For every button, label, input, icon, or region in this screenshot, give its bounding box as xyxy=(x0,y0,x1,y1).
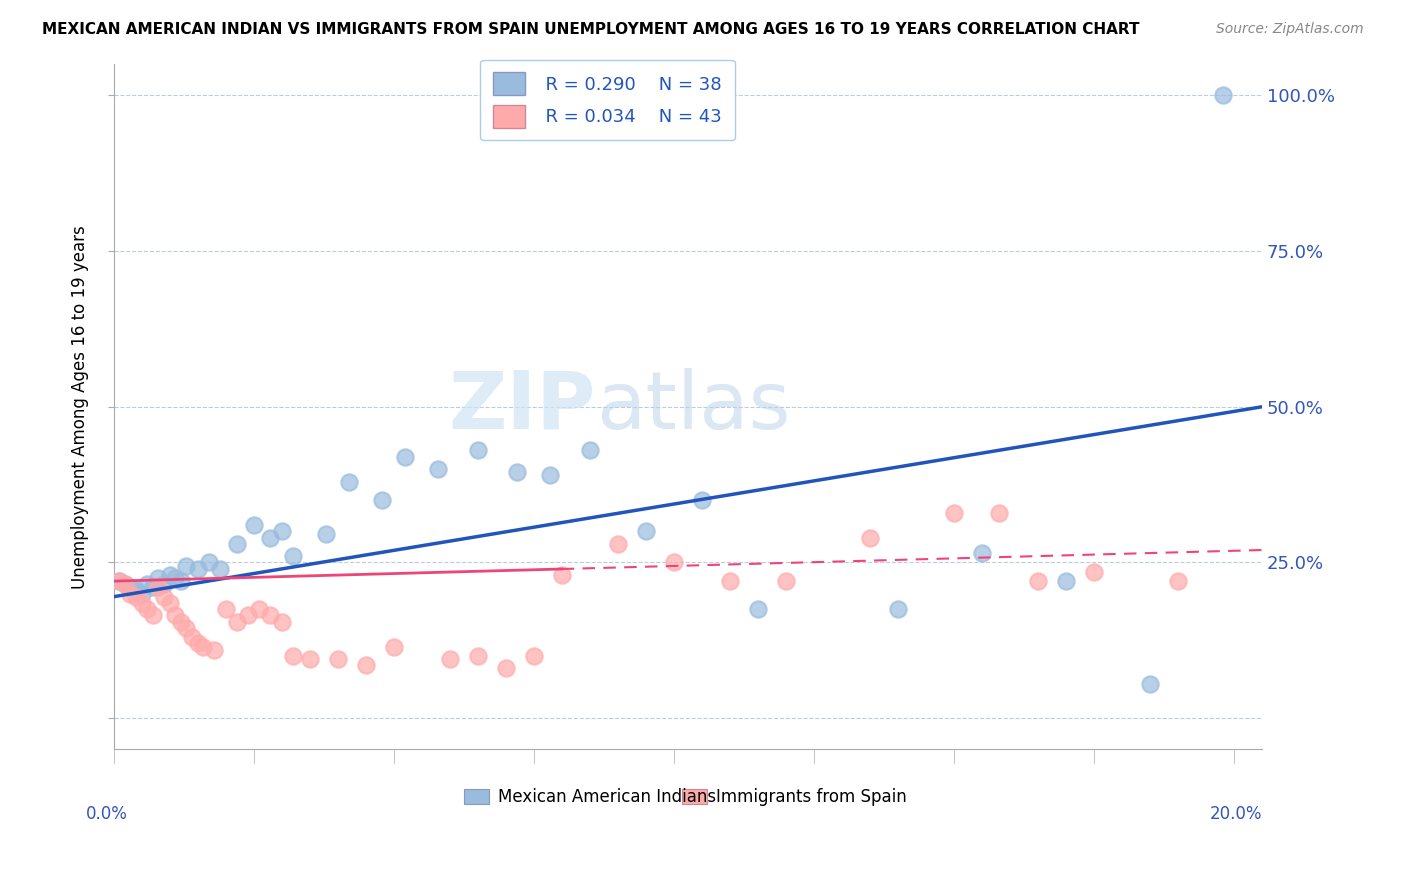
Point xyxy=(690,493,713,508)
Y-axis label: Unemployment Among Ages 16 to 19 years: Unemployment Among Ages 16 to 19 years xyxy=(72,225,89,589)
Point xyxy=(131,586,153,600)
Point xyxy=(125,583,148,598)
Text: 0.0%: 0.0% xyxy=(86,805,128,823)
Point xyxy=(165,608,187,623)
Point xyxy=(859,531,882,545)
Point xyxy=(578,443,600,458)
Text: Immigrants from Spain: Immigrants from Spain xyxy=(717,788,907,805)
FancyBboxPatch shape xyxy=(464,789,489,804)
Point xyxy=(208,562,231,576)
Point xyxy=(354,658,377,673)
Point xyxy=(1167,574,1189,589)
Point xyxy=(148,580,170,594)
Legend:   R = 0.290    N = 38,   R = 0.034    N = 43: R = 0.290 N = 38, R = 0.034 N = 43 xyxy=(479,60,734,140)
Point xyxy=(159,596,181,610)
Point xyxy=(114,577,136,591)
Point xyxy=(148,571,170,585)
Point xyxy=(467,443,489,458)
Point xyxy=(242,518,264,533)
Point xyxy=(247,602,270,616)
Point xyxy=(270,524,292,539)
Point xyxy=(281,549,304,564)
Point xyxy=(439,652,461,666)
Point xyxy=(298,652,321,666)
Point xyxy=(550,568,572,582)
Point xyxy=(131,596,153,610)
Point xyxy=(120,586,142,600)
Point xyxy=(506,465,529,479)
Point xyxy=(187,636,209,650)
Point xyxy=(970,546,993,560)
Point xyxy=(136,577,159,591)
Point xyxy=(153,590,176,604)
Point xyxy=(382,640,405,654)
Point xyxy=(214,602,236,616)
Point xyxy=(193,640,215,654)
Point xyxy=(747,602,769,616)
Point xyxy=(181,630,204,644)
Point xyxy=(120,580,142,594)
Point xyxy=(467,648,489,663)
Text: atlas: atlas xyxy=(596,368,790,446)
Point xyxy=(108,574,131,589)
FancyBboxPatch shape xyxy=(682,789,707,804)
Point xyxy=(236,608,259,623)
Point xyxy=(197,556,219,570)
Point xyxy=(371,493,394,508)
Point xyxy=(540,468,562,483)
Point xyxy=(170,615,193,629)
Point xyxy=(259,531,281,545)
Point xyxy=(187,562,209,576)
Point xyxy=(142,580,165,594)
Text: Mexican American Indians: Mexican American Indians xyxy=(498,788,717,805)
Point xyxy=(159,568,181,582)
Point xyxy=(495,661,517,675)
Point xyxy=(225,537,247,551)
Point xyxy=(1139,677,1161,691)
Point xyxy=(142,608,165,623)
Point xyxy=(136,602,159,616)
Point xyxy=(887,602,910,616)
Point xyxy=(165,571,187,585)
Point xyxy=(1212,88,1234,103)
Point xyxy=(775,574,797,589)
Point xyxy=(942,506,965,520)
Point xyxy=(606,537,628,551)
Point xyxy=(337,475,360,489)
Point xyxy=(202,642,225,657)
Point xyxy=(718,574,741,589)
Point xyxy=(176,621,198,635)
Point xyxy=(108,574,131,589)
Point xyxy=(394,450,416,464)
Point xyxy=(153,577,176,591)
Point xyxy=(634,524,657,539)
Point xyxy=(125,590,148,604)
Point xyxy=(170,574,193,589)
Point xyxy=(326,652,349,666)
Text: ZIP: ZIP xyxy=(449,368,596,446)
Point xyxy=(176,558,198,573)
Text: Source: ZipAtlas.com: Source: ZipAtlas.com xyxy=(1216,22,1364,37)
Point xyxy=(114,577,136,591)
Text: 20.0%: 20.0% xyxy=(1209,805,1263,823)
Point xyxy=(225,615,247,629)
Text: MEXICAN AMERICAN INDIAN VS IMMIGRANTS FROM SPAIN UNEMPLOYMENT AMONG AGES 16 TO 1: MEXICAN AMERICAN INDIAN VS IMMIGRANTS FR… xyxy=(42,22,1140,37)
Point xyxy=(1083,565,1105,579)
Point xyxy=(427,462,450,476)
Point xyxy=(259,608,281,623)
Point xyxy=(1054,574,1077,589)
Point xyxy=(281,648,304,663)
Point xyxy=(270,615,292,629)
Point xyxy=(987,506,1010,520)
Point xyxy=(1026,574,1049,589)
Point xyxy=(523,648,546,663)
Point xyxy=(315,527,337,541)
Point xyxy=(662,556,685,570)
